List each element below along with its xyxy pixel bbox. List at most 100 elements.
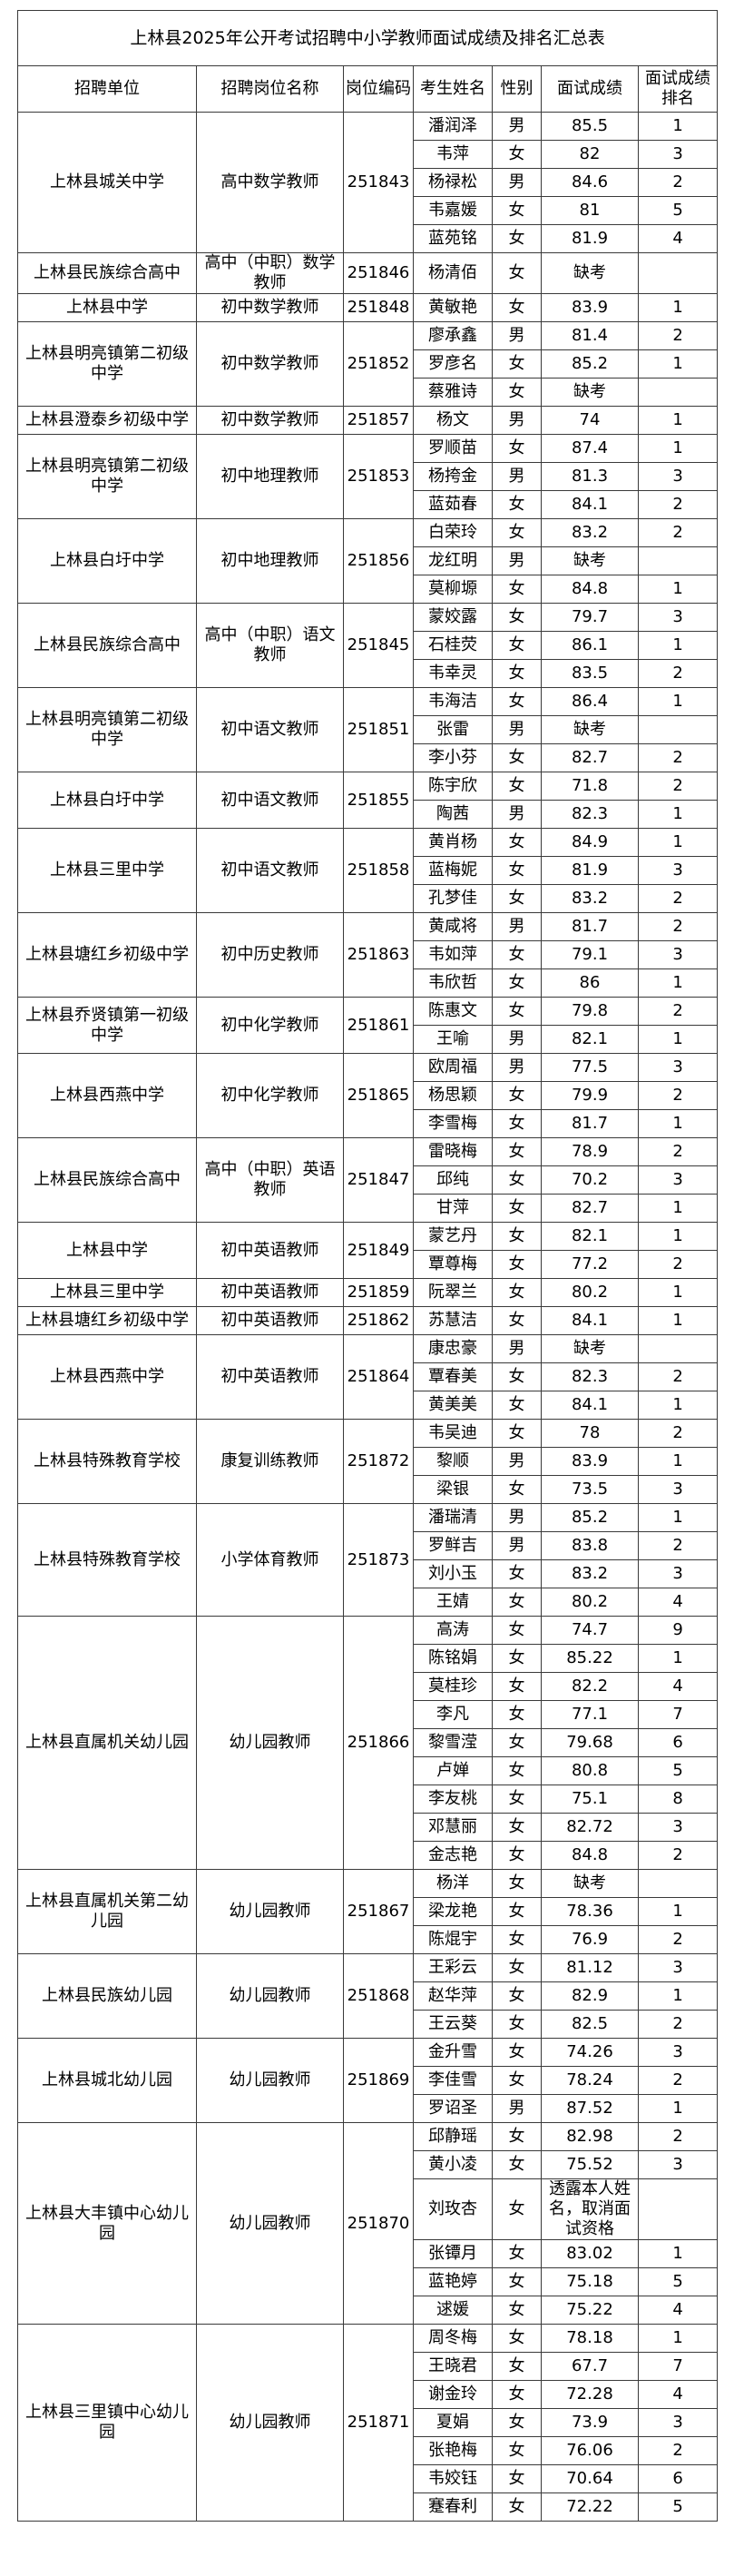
score-rank: 3	[637, 1475, 719, 1504]
candidate-gender: 女	[492, 2324, 542, 2353]
candidate-name: 黄敏艳	[413, 293, 493, 322]
interview-score: 82.5	[541, 2010, 639, 2039]
interview-score: 79.1	[541, 940, 639, 969]
candidate-name: 雷晓梅	[413, 1137, 493, 1166]
position-code: 251862	[343, 1306, 414, 1335]
score-rank: 2	[637, 2122, 719, 2151]
interview-score: 77.5	[541, 1053, 639, 1082]
table-row: 莫桂珍女 82.2 4	[18, 1672, 719, 1701]
candidate-name: 黎顺	[413, 1447, 493, 1476]
score-rank: 4	[637, 224, 719, 253]
header-row: 招聘单位 招聘岗位名称 岗位编码 考生姓名 性别 面试成绩 面试成绩排名	[17, 65, 719, 113]
recruiting-unit: 上林县明亮镇第二初级中学	[17, 434, 197, 519]
recruiting-unit: 上林县澄泰乡初级中学	[17, 406, 197, 435]
table-row: 覃尊梅女 77.2 2	[18, 1250, 719, 1279]
candidate-name: 王云葵	[413, 2010, 493, 2039]
table-row: 李雪梅女 81.7 1	[18, 1109, 719, 1138]
candidate-name: 陈惠文	[413, 997, 493, 1026]
candidate-gender: 女	[492, 1250, 542, 1279]
score-rank: 1	[637, 406, 719, 435]
table-row: 上林县明亮镇第二初级中学 初中语文教师 251851 韦海洁女 86.4 1	[17, 687, 719, 772]
candidate-gender: 女	[492, 1728, 542, 1757]
position-code: 251859	[343, 1278, 414, 1307]
candidate-name: 李友桃	[413, 1785, 493, 1814]
interview-score: 78.9	[541, 1137, 639, 1166]
candidate-gender: 女	[492, 1672, 542, 1701]
score-rank: 5	[637, 196, 719, 225]
candidate-name: 张雷	[413, 715, 493, 744]
recruiting-unit: 上林县明亮镇第二初级中学	[17, 687, 197, 772]
candidate-name: 金升雪	[413, 2038, 493, 2067]
recruiting-unit: 上林县乔贤镇第一初级中学	[17, 997, 197, 1054]
score-rank: 1	[637, 575, 719, 604]
score-rank: 2	[637, 912, 719, 941]
score-rank: 3	[637, 2408, 719, 2437]
table-row: 梁龙艳女 78.36 1	[18, 1897, 719, 1926]
table-row: 韦幸灵女 83.5 2	[18, 659, 719, 688]
position-code: 251846	[343, 252, 414, 294]
candidate-gender: 女	[492, 2352, 542, 2381]
candidate-name: 韦幸灵	[413, 659, 493, 688]
table-row: 上林县西燕中学 初中英语教师 251864 康忠豪男缺考	[17, 1334, 719, 1420]
table-row: 上林县塘红乡初级中学 初中英语教师 251862 苏慧洁女 84.1 1	[17, 1306, 719, 1335]
score-rank: 3	[637, 1053, 719, 1082]
candidate-name: 康忠豪	[413, 1334, 493, 1363]
interview-score: 82.7	[541, 1194, 639, 1223]
candidate-name: 蓝艳婷	[413, 2267, 493, 2296]
interview-score: 72.28	[541, 2380, 639, 2409]
candidate-name: 金志艳	[413, 1841, 493, 1870]
position-name: 康复训练教师	[196, 1419, 344, 1504]
interview-score: 78.18	[541, 2324, 639, 2353]
score-rank: 2	[637, 168, 719, 197]
candidate-name: 阮翠兰	[413, 1278, 493, 1307]
candidate-gender: 女	[492, 2239, 542, 2268]
position-name: 初中地理教师	[196, 518, 344, 604]
table-row: 李小芬女 82.7 2	[18, 743, 719, 772]
position-code: 251857	[343, 406, 414, 435]
recruiting-unit: 上林县特殊教育学校	[17, 1419, 197, 1504]
interview-score: 74.26	[541, 2038, 639, 2067]
candidate-gender: 女	[492, 2178, 542, 2240]
table-row: 上林县民族幼儿园 幼儿园教师 251868 王彩云女 81.12 3	[17, 1953, 719, 2039]
candidate-name: 罗鲜吉	[413, 1531, 493, 1560]
recruiting-unit: 上林县塘红乡初级中学	[17, 1306, 197, 1335]
table-row: 黄美美女 84.1 1	[18, 1391, 719, 1420]
candidate-gender: 女	[492, 1616, 542, 1645]
interview-score: 78.24	[541, 2066, 639, 2095]
table-row: 上林县特殊教育学校 康复训练教师 251872 韦吴迪女 78 2	[17, 1419, 719, 1504]
candidate-gender: 女	[492, 884, 542, 913]
table-row: 李友桃女 75.1 8	[18, 1785, 719, 1814]
table-row: 上林县白圩中学 初中地理教师 251856 白荣玲女 83.2 2	[17, 518, 719, 604]
score-rank: 1	[637, 1194, 719, 1223]
position-code: 251847	[343, 1137, 414, 1223]
candidate-name: 赵华萍	[413, 1981, 493, 2011]
candidate-name: 李佳雪	[413, 2066, 493, 2095]
recruiting-unit: 上林县三里中学	[17, 828, 197, 913]
candidate-gender: 女	[492, 434, 542, 463]
interview-score: 77.2	[541, 1250, 639, 1279]
recruiting-unit: 上林县白圩中学	[17, 772, 197, 829]
score-rank: 2	[637, 1925, 719, 1954]
table-row: 上林县直属机关第二幼儿园 幼儿园教师 251867 杨洋女缺考	[17, 1869, 719, 1954]
recruiting-unit: 上林县民族综合高中	[17, 1137, 197, 1223]
recruiting-unit: 上林县特殊教育学校	[17, 1503, 197, 1617]
candidate-gender: 女	[492, 1953, 542, 1982]
candidate-gender: 女	[492, 575, 542, 604]
candidate-gender: 女	[492, 2038, 542, 2067]
candidate-gender: 女	[492, 2150, 542, 2179]
table-row: 梁银女 73.5 3	[18, 1475, 719, 1504]
candidate-name: 卢婵	[413, 1756, 493, 1785]
recruiting-unit: 上林县西燕中学	[17, 1334, 197, 1420]
table-row: 龙红明男缺考	[18, 546, 719, 575]
interview-score: 81.3	[541, 462, 639, 491]
position-code: 251861	[343, 997, 414, 1054]
interview-score: 缺考	[541, 1869, 639, 1898]
recruiting-unit: 上林县三里中学	[17, 1278, 197, 1307]
position-name: 初中数学教师	[196, 321, 344, 407]
interview-score: 87.52	[541, 2094, 639, 2123]
candidate-name: 蒙姣露	[413, 603, 493, 632]
interview-score: 84.1	[541, 490, 639, 519]
position-code: 251868	[343, 1953, 414, 2039]
interview-score: 70.2	[541, 1165, 639, 1195]
interview-score: 85.2	[541, 1503, 639, 1532]
